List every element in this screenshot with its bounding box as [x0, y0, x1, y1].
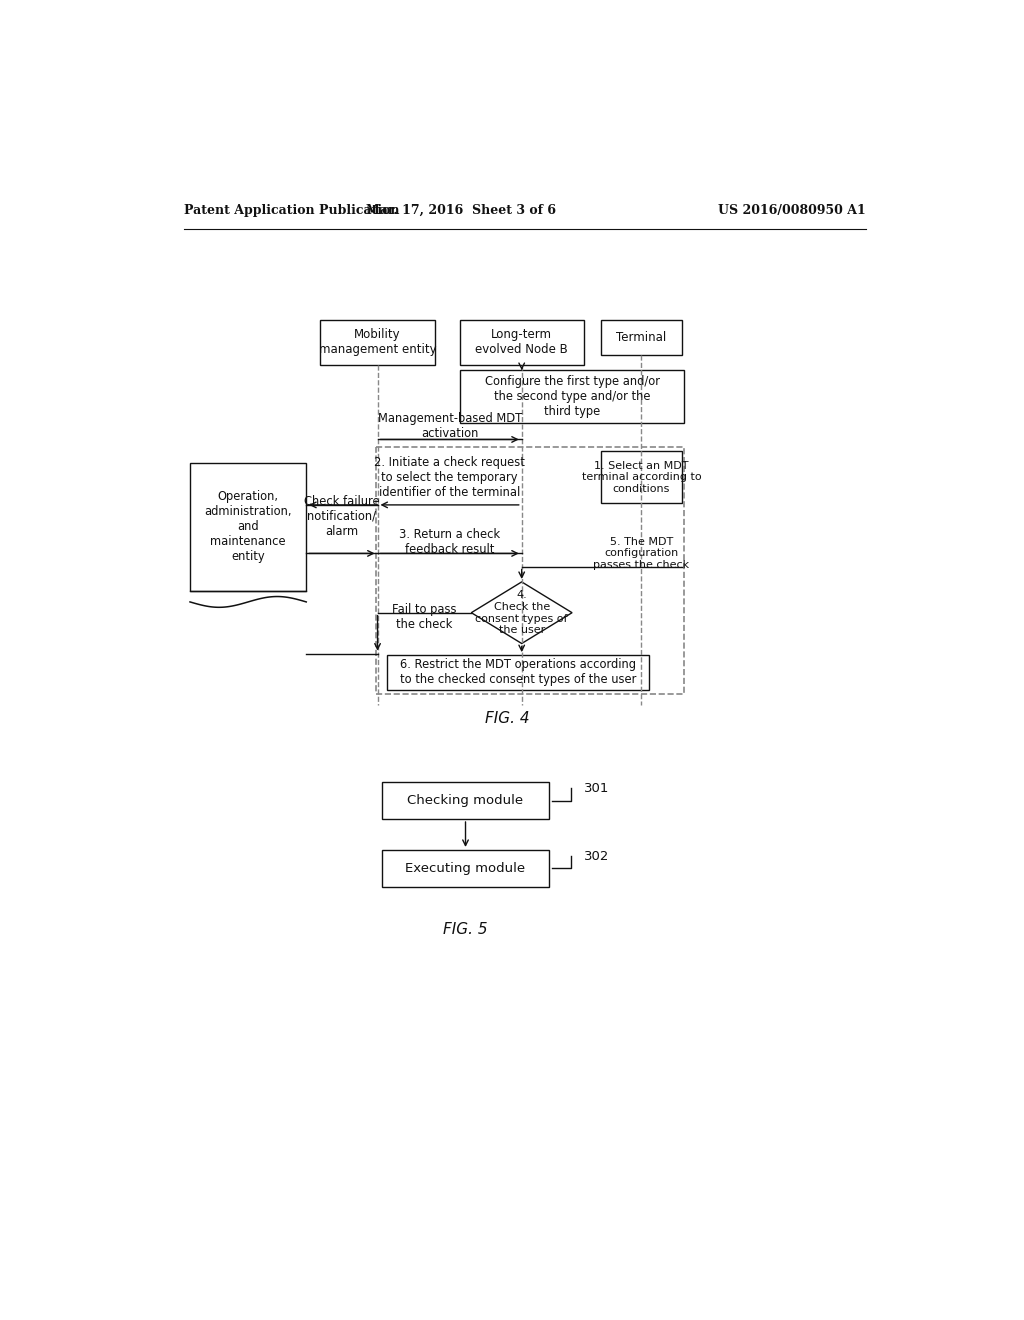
Text: Check failure
notification/
alarm: Check failure notification/ alarm: [304, 495, 380, 539]
Text: 6. Restrict the MDT operations according
to the checked consent types of the use: 6. Restrict the MDT operations according…: [399, 659, 636, 686]
Text: 3. Return a check
feedback result: 3. Return a check feedback result: [399, 528, 500, 556]
Text: Executing module: Executing module: [406, 862, 525, 875]
Text: Patent Application Publication: Patent Application Publication: [183, 205, 399, 218]
FancyBboxPatch shape: [321, 321, 435, 364]
Text: Configure the first type and/or
the second type and/or the
third type: Configure the first type and/or the seco…: [484, 375, 659, 418]
Text: Terminal: Terminal: [616, 331, 667, 345]
Polygon shape: [471, 582, 572, 644]
Text: 4.
Check the
consent types of
the user: 4. Check the consent types of the user: [475, 590, 568, 635]
Text: Fail to pass
the check: Fail to pass the check: [392, 602, 457, 631]
FancyBboxPatch shape: [190, 462, 306, 591]
FancyBboxPatch shape: [601, 451, 682, 503]
FancyBboxPatch shape: [601, 321, 682, 355]
FancyBboxPatch shape: [387, 655, 649, 689]
FancyBboxPatch shape: [460, 370, 684, 422]
Text: Mar. 17, 2016  Sheet 3 of 6: Mar. 17, 2016 Sheet 3 of 6: [367, 205, 556, 218]
Text: 2. Initiate a check request
to select the temporary
identifier of the terminal: 2. Initiate a check request to select th…: [374, 457, 525, 499]
Text: 5. The MDT
configuration
passes the check: 5. The MDT configuration passes the chec…: [593, 537, 689, 570]
FancyBboxPatch shape: [460, 321, 584, 364]
Text: 1. Select an MDT
terminal according to
conditions: 1. Select an MDT terminal according to c…: [582, 461, 701, 494]
Text: FIG. 5: FIG. 5: [442, 921, 487, 937]
Text: Mobility
management entity: Mobility management entity: [318, 329, 436, 356]
Text: Operation,
administration,
and
maintenance
entity: Operation, administration, and maintenan…: [205, 490, 292, 564]
FancyBboxPatch shape: [382, 781, 549, 818]
FancyBboxPatch shape: [382, 850, 549, 887]
Text: Checking module: Checking module: [408, 795, 523, 807]
Text: 301: 301: [585, 781, 610, 795]
Text: 302: 302: [585, 850, 610, 862]
Text: US 2016/0080950 A1: US 2016/0080950 A1: [718, 205, 866, 218]
Text: FIG. 4: FIG. 4: [485, 711, 530, 726]
Text: Long-term
evolved Node B: Long-term evolved Node B: [475, 329, 568, 356]
Text: Management-based MDT
activation: Management-based MDT activation: [378, 412, 522, 441]
